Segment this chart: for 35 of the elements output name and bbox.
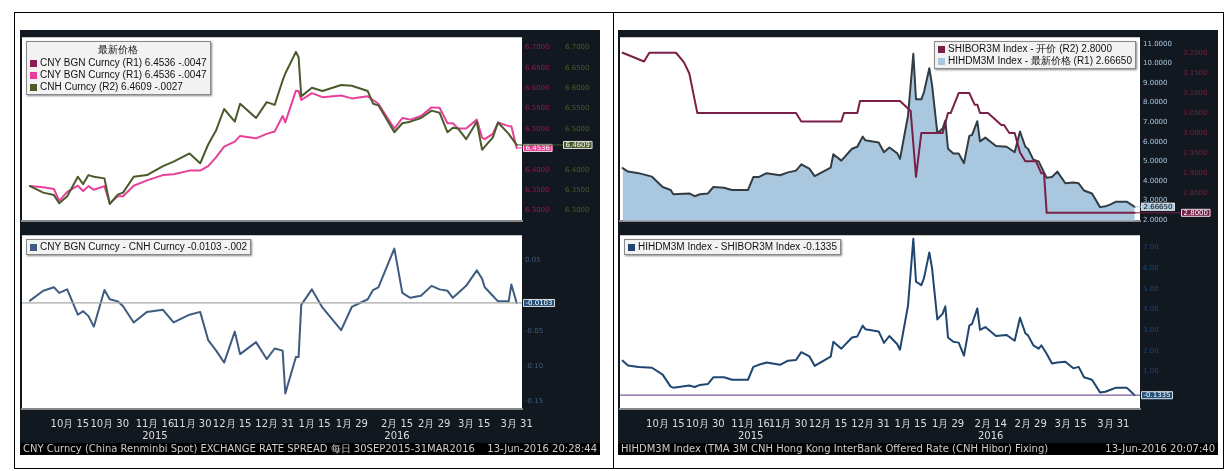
legend-title: 最新价格 (97, 43, 140, 58)
x-tick-label: 1月 15 (298, 417, 331, 429)
x-tick-label: 11月 16 2015 (135, 417, 175, 441)
x-tick-label: 2月 15 2016 (380, 417, 414, 441)
x-tick-label: 12月 15 (212, 417, 252, 429)
x-tick-label: 3月 31 (1097, 417, 1130, 429)
x-tick-label: 1月 15 (894, 417, 927, 429)
x-tick-label: 3月 15 (1054, 417, 1087, 429)
x-tick-label: 11月 30 (768, 417, 808, 429)
legend-label: CNY BGN Curncy (R1) 6.4536 -.0047 (40, 57, 207, 70)
legend-label: CNH Curncy (R2) 6.4609 -.0027 (40, 81, 183, 94)
x-tick-label: 3月 15 (457, 417, 491, 429)
x-tick-label: 1月 29 (931, 417, 965, 429)
text: HIHDM3M Index (TMA 3M CNH Hong Kong InterBank Offered Rate (CNH Hibor) Fixing) (621, 443, 1049, 455)
text: 13-Jun-2016 20:28:44 (487, 443, 597, 455)
x-tick-label: 1月 29 (335, 417, 368, 429)
x-tick-label: 12月 31 (255, 417, 294, 429)
legend-label: CNY BGN Curncy - CNH Curncy -0.0103 -.002 (40, 241, 248, 254)
x-tick-label: 2月 29 (1014, 417, 1047, 429)
x-tick-label: 12月 15 (808, 417, 848, 429)
legend-label: HIHDM3M Index - 最新价格 (R1) 2.66650 (948, 55, 1132, 68)
x-tick-label: 2月 14 2016 (974, 417, 1007, 441)
x-tick-label: 11月 16 2015 (731, 417, 770, 441)
x-tick-label: 10月 30 (90, 417, 130, 429)
x-tick-label: 10月 15 (646, 417, 685, 429)
x-tick-label: 3月 31 (500, 417, 533, 429)
legend-label: SHIBOR3M Index - 开价 (R2) 2.8000 (948, 43, 1112, 55)
x-tick-label: 10月 30 (686, 417, 725, 429)
text: 13-Jun-2016 20:07:40 (1105, 443, 1215, 455)
text: CNY Curncy (China Renminbi Spot) EXCHANGE RATE SPREAD 每日 30SEP2015-31MAR2016 (23, 443, 475, 455)
x-tick-label: 12月 31 (851, 417, 890, 429)
legend-label: CNY BGN Curncy (R1) 6.4536 -.0047 (40, 69, 207, 82)
legend-label: HIHDM3M Index - SHIBOR3M Index -0.1335 (638, 241, 837, 254)
x-tick-label: 2月 29 (418, 417, 451, 429)
x-tick-label: 10月 15 (50, 417, 90, 429)
